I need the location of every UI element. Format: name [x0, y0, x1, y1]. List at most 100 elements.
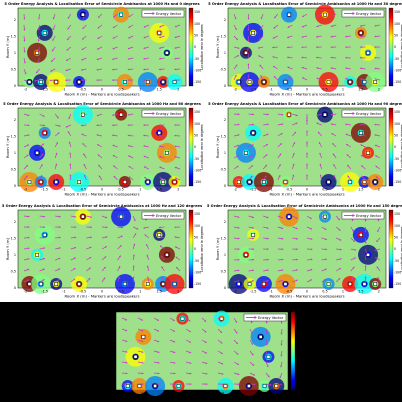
colorbar-tick-label: 100 — [394, 22, 400, 26]
energy-vector-arrowhead — [146, 244, 148, 246]
energy-vector-arrowhead — [175, 177, 177, 180]
energy-vector-arrowhead — [376, 266, 379, 269]
y-tick-label: 1.5 — [221, 34, 226, 38]
energy-vector-arrowhead — [302, 77, 304, 80]
loudspeaker-marker — [77, 282, 81, 286]
energy-vector-arrowhead — [40, 164, 43, 167]
loudspeaker-marker — [153, 384, 157, 388]
energy-vector-arrowhead — [125, 361, 128, 364]
y-tick-label: 1 — [224, 51, 226, 55]
energy-vector-arrowhead — [90, 226, 92, 229]
energy-vector-arrowhead — [330, 35, 333, 38]
energy-vector-arrowhead — [272, 36, 275, 39]
x-tick-label: 1.5 — [157, 188, 162, 192]
x-tick-label: -1 — [62, 88, 65, 92]
energy-vector-arrowhead — [301, 66, 304, 69]
energy-vector-arrowhead — [319, 174, 322, 177]
x-tick-label: 1.5 — [258, 392, 263, 396]
energy-vector-arrowhead — [374, 35, 377, 38]
energy-vector-arrowhead — [23, 28, 26, 31]
colorbar-tick-label: -150 — [394, 80, 401, 84]
colorbar — [388, 107, 394, 187]
loudspeaker-marker — [266, 354, 271, 359]
energy-vector-arrowhead — [306, 174, 308, 177]
energy-vector-arrowhead — [253, 383, 256, 386]
loudspeaker-marker — [287, 112, 291, 117]
energy-vector-arrowhead — [324, 228, 327, 230]
colorbar-tick-label: -50 — [194, 57, 199, 61]
energy-vector-arrowhead — [67, 131, 70, 134]
energy-vector-arrowhead — [347, 164, 349, 167]
energy-vector-arrowhead — [104, 256, 107, 259]
energy-vector-arrowhead — [278, 175, 281, 177]
energy-vector-arrowhead — [377, 229, 380, 232]
energy-vector-arrowhead — [125, 318, 128, 321]
colorbar-tick-label: -50 — [394, 259, 399, 263]
energy-vector-arrowhead — [247, 17, 250, 20]
y-tick-label: 0 — [14, 184, 16, 188]
loudspeaker-marker — [81, 112, 85, 117]
colorbar-tick-label: -100 — [296, 373, 303, 377]
energy-vector-arrowhead — [174, 68, 177, 71]
energy-vector-arrowhead — [36, 71, 38, 74]
x-tick-label: -0.5 — [286, 88, 293, 92]
colorbar-tick-label: -100 — [394, 169, 401, 173]
loudspeaker-marker — [287, 12, 291, 17]
energy-vector-arrowhead — [252, 269, 255, 272]
colorbar-tick-label: 50 — [194, 236, 198, 240]
energy-vector-arrowhead — [144, 234, 147, 237]
energy-vector-arrowhead — [43, 247, 45, 250]
x-tick-label: -2 — [233, 290, 236, 294]
energy-vector-arrowhead — [128, 155, 131, 158]
energy-vector-arrowhead — [52, 28, 55, 30]
energy-vector-arrowhead — [265, 154, 268, 157]
energy-vector-arrowhead — [141, 383, 144, 386]
loudspeaker-marker — [39, 180, 43, 184]
x-axis-label: Room X (m) - Markers are loudspeakers — [64, 192, 139, 197]
x-tick-label: -1.5 — [41, 88, 48, 92]
colorbar-tick-label: 0 — [194, 145, 196, 149]
x-tick-label: -2 — [24, 290, 27, 294]
energy-vector-arrowhead — [146, 254, 149, 257]
colorbar-tick-label: -150 — [394, 180, 401, 184]
energy-vector-arrowhead — [281, 269, 284, 272]
energy-vector-arrowhead — [325, 248, 328, 251]
energy-vector-arrowhead — [251, 154, 254, 157]
energy-vector-arrowhead — [360, 78, 362, 80]
energy-vector-arrowhead — [143, 134, 146, 137]
x-tick-label: -1 — [269, 290, 272, 294]
energy-vector-arrowhead — [257, 46, 260, 49]
energy-vector-arrowhead — [267, 258, 269, 261]
energy-vector-arrowhead — [67, 38, 69, 41]
loudspeaker-marker — [251, 31, 255, 35]
x-axis-label: Room X (m) - Markers are loudspeakers — [269, 294, 344, 299]
colorbar-tick-label: 100 — [194, 22, 200, 26]
energy-vector-arrowhead — [377, 277, 380, 279]
energy-vector-arrowhead — [375, 257, 378, 259]
energy-vector-arrowhead — [265, 332, 268, 335]
energy-vector-arrowhead — [316, 46, 318, 49]
energy-vector-arrowhead — [143, 145, 146, 148]
energy-vector-arrowhead — [364, 219, 367, 222]
energy-vector-arrowhead — [339, 248, 342, 251]
energy-vector-arrowhead — [74, 246, 77, 249]
energy-vector-arrowhead — [374, 24, 377, 27]
loudspeaker-marker — [251, 131, 255, 135]
energy-vector-arrowhead — [27, 236, 30, 239]
y-tick-label: 1.5 — [221, 134, 226, 138]
x-tick-label: 0 — [101, 290, 103, 294]
energy-vector-arrowhead — [364, 276, 367, 279]
energy-vector-arrowhead — [143, 79, 145, 82]
energy-vector-arrowhead — [301, 56, 304, 59]
x-tick-label: 0 — [306, 290, 308, 294]
x-tick-label: -0.5 — [179, 392, 186, 396]
colorbar-tick-label: -100 — [194, 271, 201, 275]
energy-vector-arrowhead — [310, 248, 313, 251]
energy-vector-arrowhead — [252, 258, 255, 261]
x-tick-label: 0.5 — [322, 188, 327, 192]
x-tick-label: 0 — [201, 392, 203, 396]
energy-vector-arrowhead — [143, 57, 146, 60]
colorbar — [388, 7, 394, 87]
legend-label: Energy Vector — [356, 214, 382, 218]
loudspeaker-marker — [348, 80, 352, 84]
